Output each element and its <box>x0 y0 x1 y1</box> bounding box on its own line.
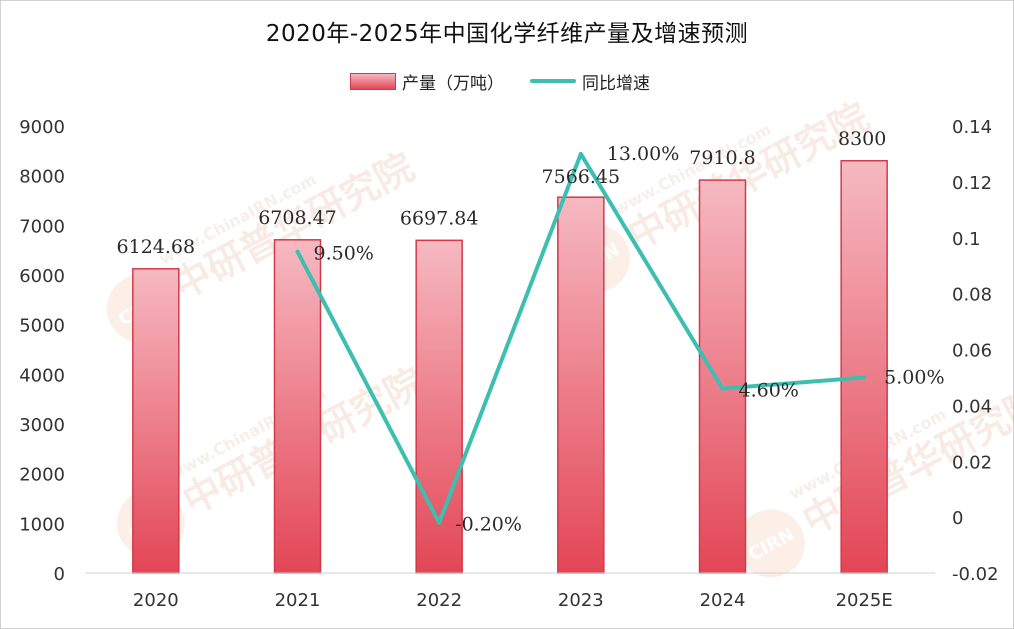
legend-label-line: 同比增速 <box>582 73 650 94</box>
right-tick-label: -0.02 <box>952 564 999 585</box>
line-point-2025E <box>862 375 867 380</box>
x-tick-label: 2022 <box>416 590 462 611</box>
left-tick-label: 4000 <box>19 365 65 386</box>
bar-value-label: 6697.84 <box>400 207 479 229</box>
x-tick-label: 2023 <box>558 590 604 611</box>
left-tick-label: 6000 <box>19 266 65 287</box>
right-tick-label: 0.1 <box>952 229 981 250</box>
line-point-2023 <box>578 151 583 156</box>
right-tick-label: 0.04 <box>952 396 992 417</box>
legend: 产量（万吨） 同比增速 <box>0 66 1014 96</box>
line-point-2024 <box>720 386 725 391</box>
bar-series <box>132 160 888 574</box>
right-axis-ticks: -0.02 0 0.02 0.04 0.06 0.08 0.1 0.12 0.14 <box>952 117 999 585</box>
line-series <box>295 151 867 525</box>
right-tick-label: 0.14 <box>952 117 992 138</box>
right-tick-label: 0.12 <box>952 173 992 194</box>
x-tick-label: 2021 <box>275 590 321 611</box>
growth-value-label: 5.00% <box>884 366 944 388</box>
left-tick-label: 9000 <box>19 117 65 138</box>
data-labels: 6124.68 6708.47 6697.84 7566.45 7910.8 8300 9.… <box>117 128 945 536</box>
x-tick-label: 2020 <box>133 590 179 611</box>
bar-2025E <box>840 160 888 574</box>
growth-value-label: -0.20% <box>455 514 522 536</box>
growth-value-label: 9.50% <box>314 243 374 265</box>
bar-value-label: 6708.47 <box>258 207 337 229</box>
left-tick-label: 5000 <box>19 316 65 337</box>
growth-value-label: 13.00% <box>607 143 679 165</box>
right-tick-label: 0 <box>952 508 963 529</box>
bar-value-label: 7566.45 <box>542 166 621 188</box>
x-axis-ticks: 2020 2021 2022 2023 2024 2025E <box>133 590 893 611</box>
watermark-logo <box>736 509 805 578</box>
growth-value-label: 4.60% <box>739 380 799 402</box>
bar-value-label: 6124.68 <box>117 236 196 258</box>
left-tick-label: 3000 <box>19 415 65 436</box>
right-tick-label: 0.08 <box>952 285 992 306</box>
legend-swatch-line <box>530 79 576 83</box>
legend-item-line: 同比增速 <box>530 66 650 96</box>
legend-swatch-bar <box>350 72 396 90</box>
bar-2020 <box>132 268 180 574</box>
legend-label-bar: 产量（万吨） <box>402 73 504 94</box>
left-tick-label: 7000 <box>19 216 65 237</box>
bar-2023 <box>557 196 605 574</box>
bar-value-label: 7910.8 <box>689 147 755 169</box>
left-tick-label: 1000 <box>19 514 65 535</box>
line-point-2022 <box>437 520 442 525</box>
bar-2021 <box>273 239 322 574</box>
legend-item-bar: 产量（万吨） <box>350 66 504 96</box>
x-tick-label: 2025E <box>836 590 893 611</box>
chart-title: 2020年-2025年中国化学纤维产量及增速预测 <box>265 21 749 47</box>
right-tick-label: 0.02 <box>952 452 992 473</box>
right-tick-label: 0.06 <box>952 341 992 362</box>
bar-2024 <box>698 179 747 574</box>
left-axis-ticks: 0 1000 2000 3000 4000 5000 6000 7000 8000 9000 <box>19 117 65 585</box>
left-tick-label: 8000 <box>19 167 65 188</box>
bar-value-label: 8300 <box>838 128 886 150</box>
left-tick-label: 0 <box>54 564 65 585</box>
left-tick-label: 2000 <box>19 465 65 486</box>
line-point-2021 <box>295 249 300 254</box>
x-tick-label: 2024 <box>700 590 746 611</box>
